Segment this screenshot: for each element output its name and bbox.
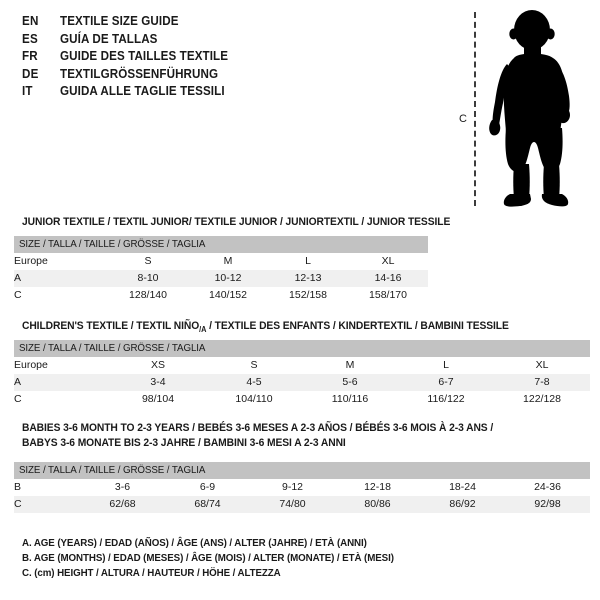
legend-note-c: C. (cm) HEIGHT / ALTURA / HAUTEUR / HÖHE… [22,567,281,579]
size-header-label: SIZE / TALLA / TAILLE / GRÖSSE / TAGLIA [14,340,591,357]
cell: 98/104 [110,391,206,408]
children-size-table: SIZE / TALLA / TAILLE / GRÖSSE / TAGLIA … [14,340,591,408]
size-header-label: SIZE / TALLA / TAILLE / GRÖSSE / TAGLIA [14,236,429,253]
cell: 86/92 [420,496,505,513]
cell: 7-8 [494,374,591,391]
row-label: C [14,287,108,304]
language-code-fr: FR [22,49,38,63]
cell: L [398,357,494,374]
cell: 62/68 [80,496,165,513]
language-code-en: EN [22,14,39,28]
section-title-children-post: / TEXTILE DES ENFANTS / KINDERTEXTIL / B… [206,320,509,332]
cell: 158/170 [348,287,429,304]
height-measurement-figure: C [440,8,590,208]
section-title-children: CHILDREN'S TEXTILE / TEXTIL NIÑO/A / TEX… [22,319,509,337]
table-header-row: SIZE / TALLA / TAILLE / GRÖSSE / TAGLIA [14,340,591,357]
table-row: Europe XS S M L XL [14,357,591,374]
cell: 116/122 [398,391,494,408]
table-row: C 128/140 140/152 152/158 158/170 [14,287,429,304]
cell: 12-13 [268,270,348,287]
cell: 8-10 [108,270,188,287]
legend-note-a: A. AGE (YEARS) / EDAD (AÑOS) / ÂGE (ANS)… [22,537,367,549]
section-title-babies-line1: BABIES 3-6 MONTH TO 2-3 YEARS / BEBÉS 3-… [22,422,494,434]
cell: 3-4 [110,374,206,391]
guide-title-fr: GUIDE DES TAILLES TEXTILE [60,49,229,63]
row-label: Europe [14,357,110,374]
cell: XS [110,357,206,374]
height-measure-label: C [459,113,467,125]
guide-title-en: TEXTILE SIZE GUIDE [60,14,179,28]
legend-notes: A. AGE (YEARS) / EDAD (AÑOS) / ÂGE (ANS)… [22,536,422,581]
cell: 152/158 [268,287,348,304]
cell: 6-9 [165,479,250,496]
row-label: Europe [14,253,108,270]
cell: 140/152 [188,287,268,304]
language-row: FR GUIDE DES TAILLES TEXTILE [22,49,422,67]
cell: 12-18 [335,479,420,496]
cell: 92/98 [505,496,591,513]
cell: 14-16 [348,270,429,287]
row-label: C [14,496,80,513]
table-row: C 62/68 68/74 74/80 80/86 86/92 92/98 [14,496,591,513]
legend-note-b: B. AGE (MONTHS) / EDAD (MESES) / ÂGE (MO… [22,552,394,564]
cell: 18-24 [420,479,505,496]
row-label: B [14,479,80,496]
cell: M [188,253,268,270]
guide-title-it: GUIDA ALLE TAGLIE TESSILI [60,84,225,98]
section-title-babies-line2: BABYS 3-6 MONATE BIS 2-3 JAHRE / BAMBINI… [22,437,346,449]
language-code-it: IT [22,84,33,98]
toddler-silhouette-icon [489,10,570,207]
language-code-es: ES [22,31,38,46]
table-row: A 3-4 4-5 5-6 6-7 7-8 [14,374,591,391]
section-title-junior: JUNIOR TEXTILE / TEXTIL JUNIOR/ TEXTILE … [22,216,451,228]
language-row: ES GUÍA DE TALLAS [22,32,422,50]
cell: M [302,357,398,374]
cell: 68/74 [165,496,250,513]
cell: 9-12 [250,479,335,496]
cell: L [268,253,348,270]
table-row: B 3-6 6-9 9-12 12-18 18-24 24-36 [14,479,591,496]
guide-title-de: TEXTILGRÖSSENFÜHRUNG [60,66,219,81]
table-header-row: SIZE / TALLA / TAILLE / GRÖSSE / TAGLIA [14,236,429,253]
language-row: IT GUIDA ALLE TAGLIE TESSILI [22,84,422,102]
table-row: C 98/104 104/110 110/116 116/122 122/128 [14,391,591,408]
guide-title-es: GUÍA DE TALLAS [60,31,158,46]
language-code-de: DE [22,66,39,81]
cell: XL [348,253,429,270]
language-row: DE TEXTILGRÖSSENFÜHRUNG [22,67,422,85]
cell: 104/110 [206,391,302,408]
cell: 3-6 [80,479,165,496]
babies-size-table: SIZE / TALLA / TAILLE / GRÖSSE / TAGLIA … [14,462,591,513]
cell: S [108,253,188,270]
section-title-children-sub: /A [199,325,207,335]
row-label: A [14,374,110,391]
section-title-children-pre: CHILDREN'S TEXTILE / TEXTIL NIÑO [22,320,200,332]
size-header-label: SIZE / TALLA / TAILLE / GRÖSSE / TAGLIA [14,462,591,479]
cell: 74/80 [250,496,335,513]
cell: 122/128 [494,391,591,408]
cell: 110/116 [302,391,398,408]
cell: 5-6 [302,374,398,391]
cell: 10-12 [188,270,268,287]
cell: 80/86 [335,496,420,513]
cell: XL [494,357,591,374]
language-row: EN TEXTILE SIZE GUIDE [22,14,422,32]
cell: 4-5 [206,374,302,391]
row-label: C [14,391,110,408]
junior-size-table: SIZE / TALLA / TAILLE / GRÖSSE / TAGLIA … [14,236,429,304]
language-title-block: EN TEXTILE SIZE GUIDE ES GUÍA DE TALLAS … [22,14,422,102]
cell: 6-7 [398,374,494,391]
table-row: A 8-10 10-12 12-13 14-16 [14,270,429,287]
row-label: A [14,270,108,287]
cell: S [206,357,302,374]
cell: 24-36 [505,479,591,496]
cell: 128/140 [108,287,188,304]
table-header-row: SIZE / TALLA / TAILLE / GRÖSSE / TAGLIA [14,462,591,479]
table-row: Europe S M L XL [14,253,429,270]
height-dashed-line [474,12,476,206]
